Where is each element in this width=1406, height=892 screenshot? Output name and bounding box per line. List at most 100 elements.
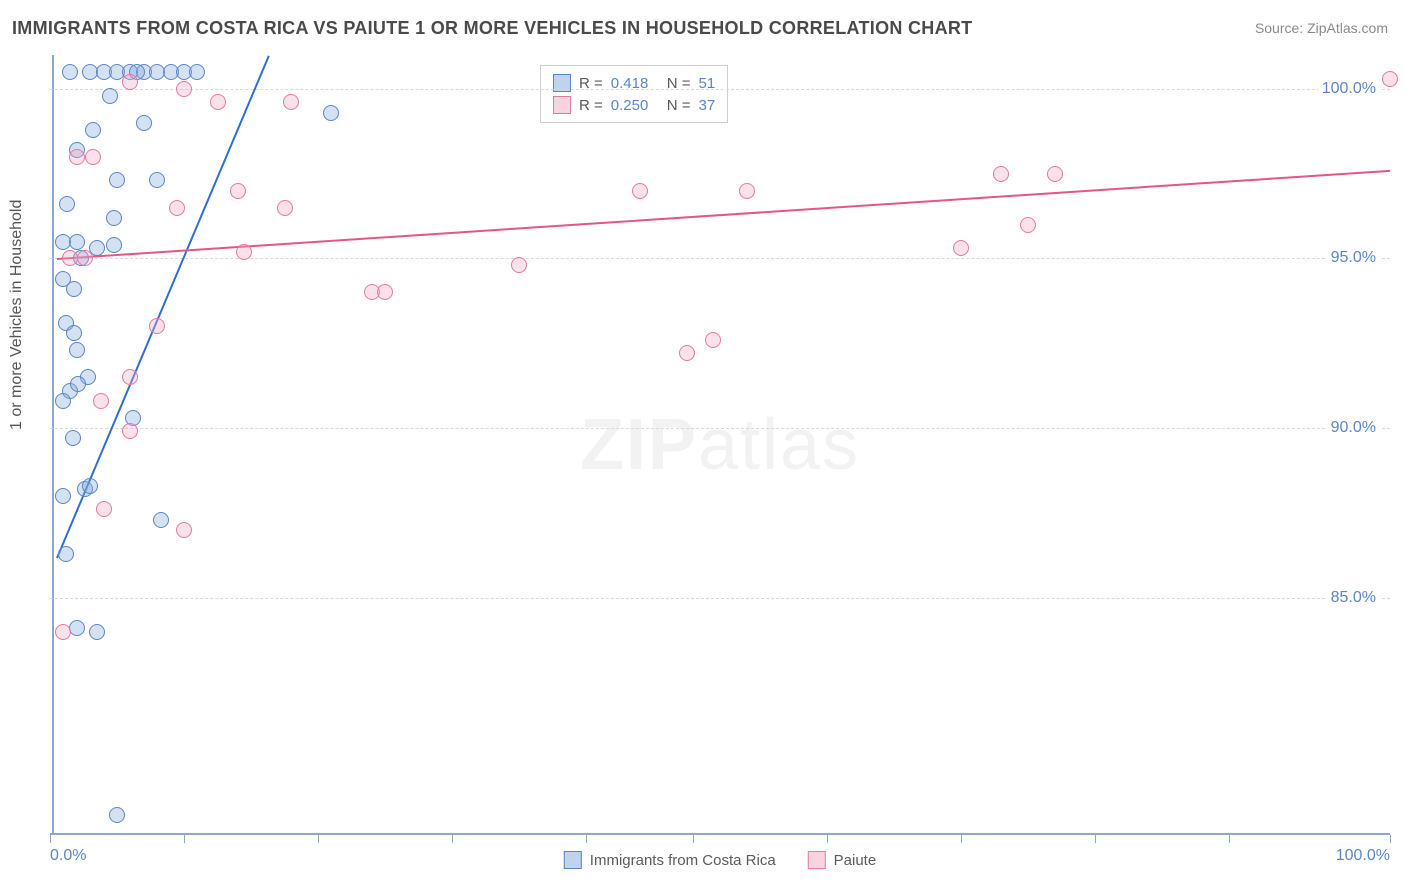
y-tick-label: 100.0% <box>1318 80 1380 98</box>
x-tick-mark <box>1229 835 1230 843</box>
legend-correlation: R =0.418N =51 R = 0.250 N = 37 <box>540 65 728 123</box>
data-point <box>106 237 122 253</box>
watermark: ZIPatlas <box>580 404 860 486</box>
data-point <box>149 318 165 334</box>
data-point <box>1047 166 1063 182</box>
grid-line <box>50 428 1390 429</box>
data-point <box>62 64 78 80</box>
data-point <box>122 423 138 439</box>
x-tick-mark <box>586 835 587 843</box>
data-point <box>106 210 122 226</box>
data-point <box>89 624 105 640</box>
data-point <box>70 376 86 392</box>
data-point <box>69 149 85 165</box>
data-point <box>176 522 192 538</box>
data-point <box>96 501 112 517</box>
data-point <box>93 393 109 409</box>
x-tick-mark <box>1390 835 1391 843</box>
data-point <box>377 284 393 300</box>
data-point <box>705 332 721 348</box>
y-tick-label: 90.0% <box>1327 419 1380 437</box>
legend-row: R = 0.250 N = 37 <box>553 94 715 116</box>
data-point <box>189 64 205 80</box>
data-point <box>55 488 71 504</box>
data-point <box>55 624 71 640</box>
data-point <box>58 546 74 562</box>
data-point <box>679 345 695 361</box>
data-point <box>632 183 648 199</box>
data-point <box>65 430 81 446</box>
x-tick-label: 0.0% <box>50 847 86 865</box>
x-tick-mark <box>827 835 828 843</box>
legend-item: Immigrants from Costa Rica <box>564 851 776 869</box>
data-point <box>323 105 339 121</box>
chart-title: IMMIGRANTS FROM COSTA RICA VS PAIUTE 1 O… <box>12 18 972 39</box>
data-point <box>277 200 293 216</box>
legend-swatch <box>808 851 826 869</box>
data-point <box>153 512 169 528</box>
data-point <box>122 369 138 385</box>
data-point <box>1382 71 1398 87</box>
data-point <box>236 244 252 260</box>
x-tick-mark <box>452 835 453 843</box>
source-attribution: Source: ZipAtlas.com <box>1255 20 1388 36</box>
grid-line <box>50 258 1390 259</box>
data-point <box>59 196 75 212</box>
data-point <box>62 250 78 266</box>
data-point <box>66 281 82 297</box>
data-point <box>739 183 755 199</box>
y-axis-line <box>52 55 54 835</box>
x-axis-line <box>50 833 1390 835</box>
data-point <box>230 183 246 199</box>
data-point <box>993 166 1009 182</box>
data-point <box>69 234 85 250</box>
grid-line <box>50 89 1390 90</box>
plot-area: ZIPatlas R =0.418N =51R =0.250N =37 Immi… <box>50 55 1390 835</box>
data-point <box>102 88 118 104</box>
data-point <box>169 200 185 216</box>
data-point <box>122 74 138 90</box>
x-tick-label: 100.0% <box>1336 847 1390 865</box>
legend-row: R =0.418N =51 <box>553 72 715 94</box>
data-point <box>109 172 125 188</box>
grid-line <box>50 598 1390 599</box>
x-tick-mark <box>50 835 51 843</box>
data-point <box>149 172 165 188</box>
data-point <box>953 240 969 256</box>
data-point <box>82 478 98 494</box>
legend-label: Paiute <box>834 852 877 869</box>
legend-label: Immigrants from Costa Rica <box>590 852 776 869</box>
trend-line <box>57 170 1390 260</box>
data-point <box>77 250 93 266</box>
x-tick-mark <box>184 835 185 843</box>
legend-swatch <box>564 851 582 869</box>
legend-swatch <box>553 96 571 114</box>
data-point <box>109 807 125 823</box>
x-tick-mark <box>1095 835 1096 843</box>
legend-item: Paiute <box>808 851 877 869</box>
data-point <box>511 257 527 273</box>
data-point <box>210 94 226 110</box>
legend-series: Immigrants from Costa Rica Paiute <box>564 851 876 869</box>
data-point <box>85 149 101 165</box>
y-axis-label: 1 or more Vehicles in Household <box>8 200 26 430</box>
data-point <box>283 94 299 110</box>
data-point <box>1020 217 1036 233</box>
y-tick-label: 85.0% <box>1327 589 1380 607</box>
legend-n-label: N = <box>667 97 691 114</box>
data-point <box>55 393 71 409</box>
legend-n-value: 37 <box>699 97 716 114</box>
x-tick-mark <box>961 835 962 843</box>
data-point <box>66 325 82 341</box>
data-point <box>136 115 152 131</box>
x-tick-mark <box>318 835 319 843</box>
data-point <box>69 620 85 636</box>
legend-r-value: 0.250 <box>611 97 659 114</box>
y-tick-label: 95.0% <box>1327 249 1380 267</box>
legend-r-label: R = <box>579 97 603 114</box>
data-point <box>85 122 101 138</box>
chart-container: IMMIGRANTS FROM COSTA RICA VS PAIUTE 1 O… <box>0 0 1406 892</box>
data-point <box>176 81 192 97</box>
data-point <box>69 342 85 358</box>
x-tick-mark <box>693 835 694 843</box>
